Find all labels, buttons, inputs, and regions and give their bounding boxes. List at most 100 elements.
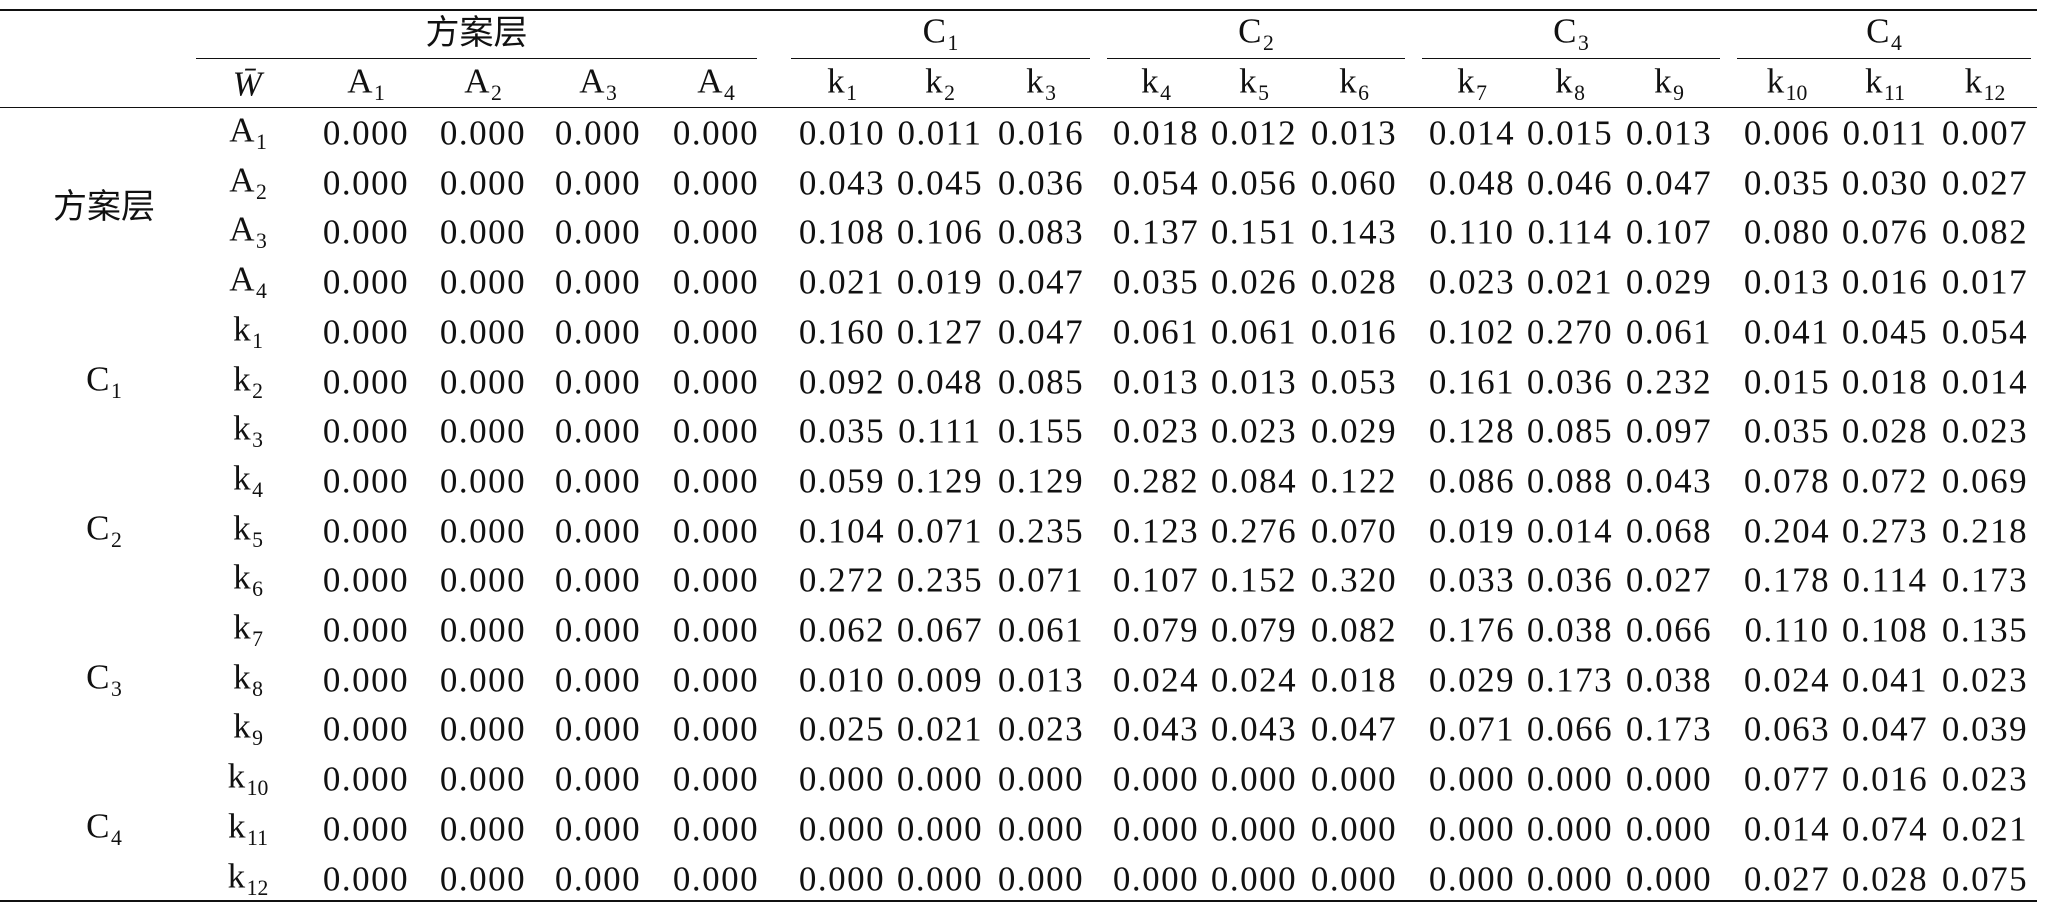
value-cell: 0.043 <box>1210 709 1298 749</box>
value-cell: 0.023 <box>1112 411 1200 451</box>
value-cell: 0.000 <box>1210 759 1298 799</box>
value-cell: 0.000 <box>322 660 410 700</box>
value-cell: 0.079 <box>1210 610 1298 650</box>
row-label: k4 <box>233 458 263 502</box>
column-header: A1 <box>347 61 385 105</box>
value-cell: 0.011 <box>897 113 983 153</box>
value-cell: 0.000 <box>1112 759 1200 799</box>
value-cell: 0.000 <box>997 759 1085 799</box>
value-cell: 0.062 <box>798 610 886 650</box>
value-cell: 0.232 <box>1625 362 1713 401</box>
column-header: k7 <box>1457 61 1487 105</box>
value-cell: 0.000 <box>554 709 642 749</box>
value-cell: 0.128 <box>1428 411 1516 451</box>
value-cell: 0.000 <box>322 362 410 401</box>
value-cell: 0.000 <box>322 212 410 252</box>
value-cell: 0.045 <box>896 163 984 203</box>
value-cell: 0.151 <box>1210 212 1298 252</box>
value-cell: 0.013 <box>1743 262 1831 302</box>
value-cell: 0.076 <box>1841 212 1929 252</box>
value-cell: 0.015 <box>1526 113 1614 153</box>
value-cell: 0.039 <box>1941 709 2029 749</box>
value-cell: 0.000 <box>798 759 886 799</box>
value-cell: 0.000 <box>672 511 760 551</box>
value-cell: 0.000 <box>554 262 642 302</box>
value-cell: 0.061 <box>1625 312 1713 352</box>
value-cell: 0.000 <box>554 212 642 252</box>
value-cell: 0.013 <box>1210 362 1298 401</box>
column-header: k2 <box>925 61 955 105</box>
value-cell: 0.108 <box>798 212 886 252</box>
value-cell: 0.000 <box>322 113 410 153</box>
group-header: 方案层 <box>425 15 528 52</box>
value-cell: 0.036 <box>1526 362 1614 401</box>
value-cell: 0.000 <box>322 163 410 203</box>
value-cell: 0.000 <box>554 511 642 551</box>
group-underline <box>196 58 757 59</box>
value-cell: 0.129 <box>997 461 1085 501</box>
value-cell: 0.000 <box>322 461 410 501</box>
value-cell: 0.000 <box>672 163 760 203</box>
group-header: C3 <box>1553 11 1589 55</box>
column-header: k11 <box>1865 61 1905 105</box>
value-cell: 0.061 <box>1210 312 1298 352</box>
value-cell: 0.043 <box>798 163 886 203</box>
value-cell: 0.036 <box>997 163 1085 203</box>
value-cell: 0.016 <box>1841 262 1929 302</box>
value-cell: 0.320 <box>1310 560 1398 600</box>
value-cell: 0.038 <box>1625 660 1713 700</box>
value-cell: 0.025 <box>798 709 886 749</box>
value-cell: 0.048 <box>1428 163 1516 203</box>
value-cell: 0.000 <box>672 212 760 252</box>
value-cell: 0.035 <box>798 411 886 451</box>
value-cell: 0.000 <box>322 262 410 302</box>
value-cell: 0.028 <box>1841 411 1929 451</box>
value-cell: 0.041 <box>1743 312 1831 352</box>
value-cell: 0.135 <box>1941 610 2029 650</box>
value-cell: 0.000 <box>1526 859 1614 898</box>
value-cell: 0.047 <box>1841 709 1929 749</box>
column-header: A2 <box>464 61 502 105</box>
value-cell: 0.000 <box>439 461 527 501</box>
value-cell: 0.143 <box>1310 212 1398 252</box>
value-cell: 0.013 <box>1112 362 1200 401</box>
value-cell: 0.270 <box>1526 312 1614 352</box>
value-cell: 0.010 <box>798 113 886 153</box>
value-cell: 0.010 <box>798 660 886 700</box>
value-cell: 0.000 <box>672 709 760 749</box>
value-cell: 0.218 <box>1941 511 2029 551</box>
value-cell: 0.173 <box>1526 660 1614 700</box>
value-cell: 0.016 <box>1310 312 1398 352</box>
value-cell: 0.000 <box>554 759 642 799</box>
value-cell: 0.066 <box>1625 610 1713 650</box>
top-rule <box>0 9 2037 11</box>
value-cell: 0.160 <box>798 312 886 352</box>
value-cell: 0.071 <box>997 560 1085 600</box>
value-cell: 0.000 <box>1310 759 1398 799</box>
value-cell: 0.023 <box>1941 660 2029 700</box>
bottom-rule <box>0 900 2037 902</box>
value-cell: 0.054 <box>1941 312 2029 352</box>
value-cell: 0.014 <box>1526 511 1614 551</box>
value-cell: 0.108 <box>1841 610 1929 650</box>
value-cell: 0.083 <box>997 212 1085 252</box>
value-cell: 0.155 <box>997 411 1085 451</box>
value-cell: 0.235 <box>896 560 984 600</box>
value-cell: 0.000 <box>554 312 642 352</box>
value-cell: 0.028 <box>1310 262 1398 302</box>
value-cell: 0.123 <box>1112 511 1200 551</box>
value-cell: 0.017 <box>1941 262 2029 302</box>
row-label: k8 <box>233 657 263 701</box>
value-cell: 0.023 <box>1210 411 1298 451</box>
value-cell: 0.013 <box>1310 113 1398 153</box>
value-cell: 0.000 <box>798 809 886 849</box>
value-cell: 0.161 <box>1428 362 1516 401</box>
row-group-label: C2 <box>86 507 122 552</box>
value-cell: 0.066 <box>1526 709 1614 749</box>
row-group-label: 方案层 <box>53 188 155 226</box>
value-cell: 0.048 <box>896 362 984 401</box>
value-cell: 0.000 <box>672 660 760 700</box>
value-cell: 0.026 <box>1210 262 1298 302</box>
value-cell: 0.027 <box>1941 163 2029 203</box>
value-cell: 0.178 <box>1743 560 1831 600</box>
